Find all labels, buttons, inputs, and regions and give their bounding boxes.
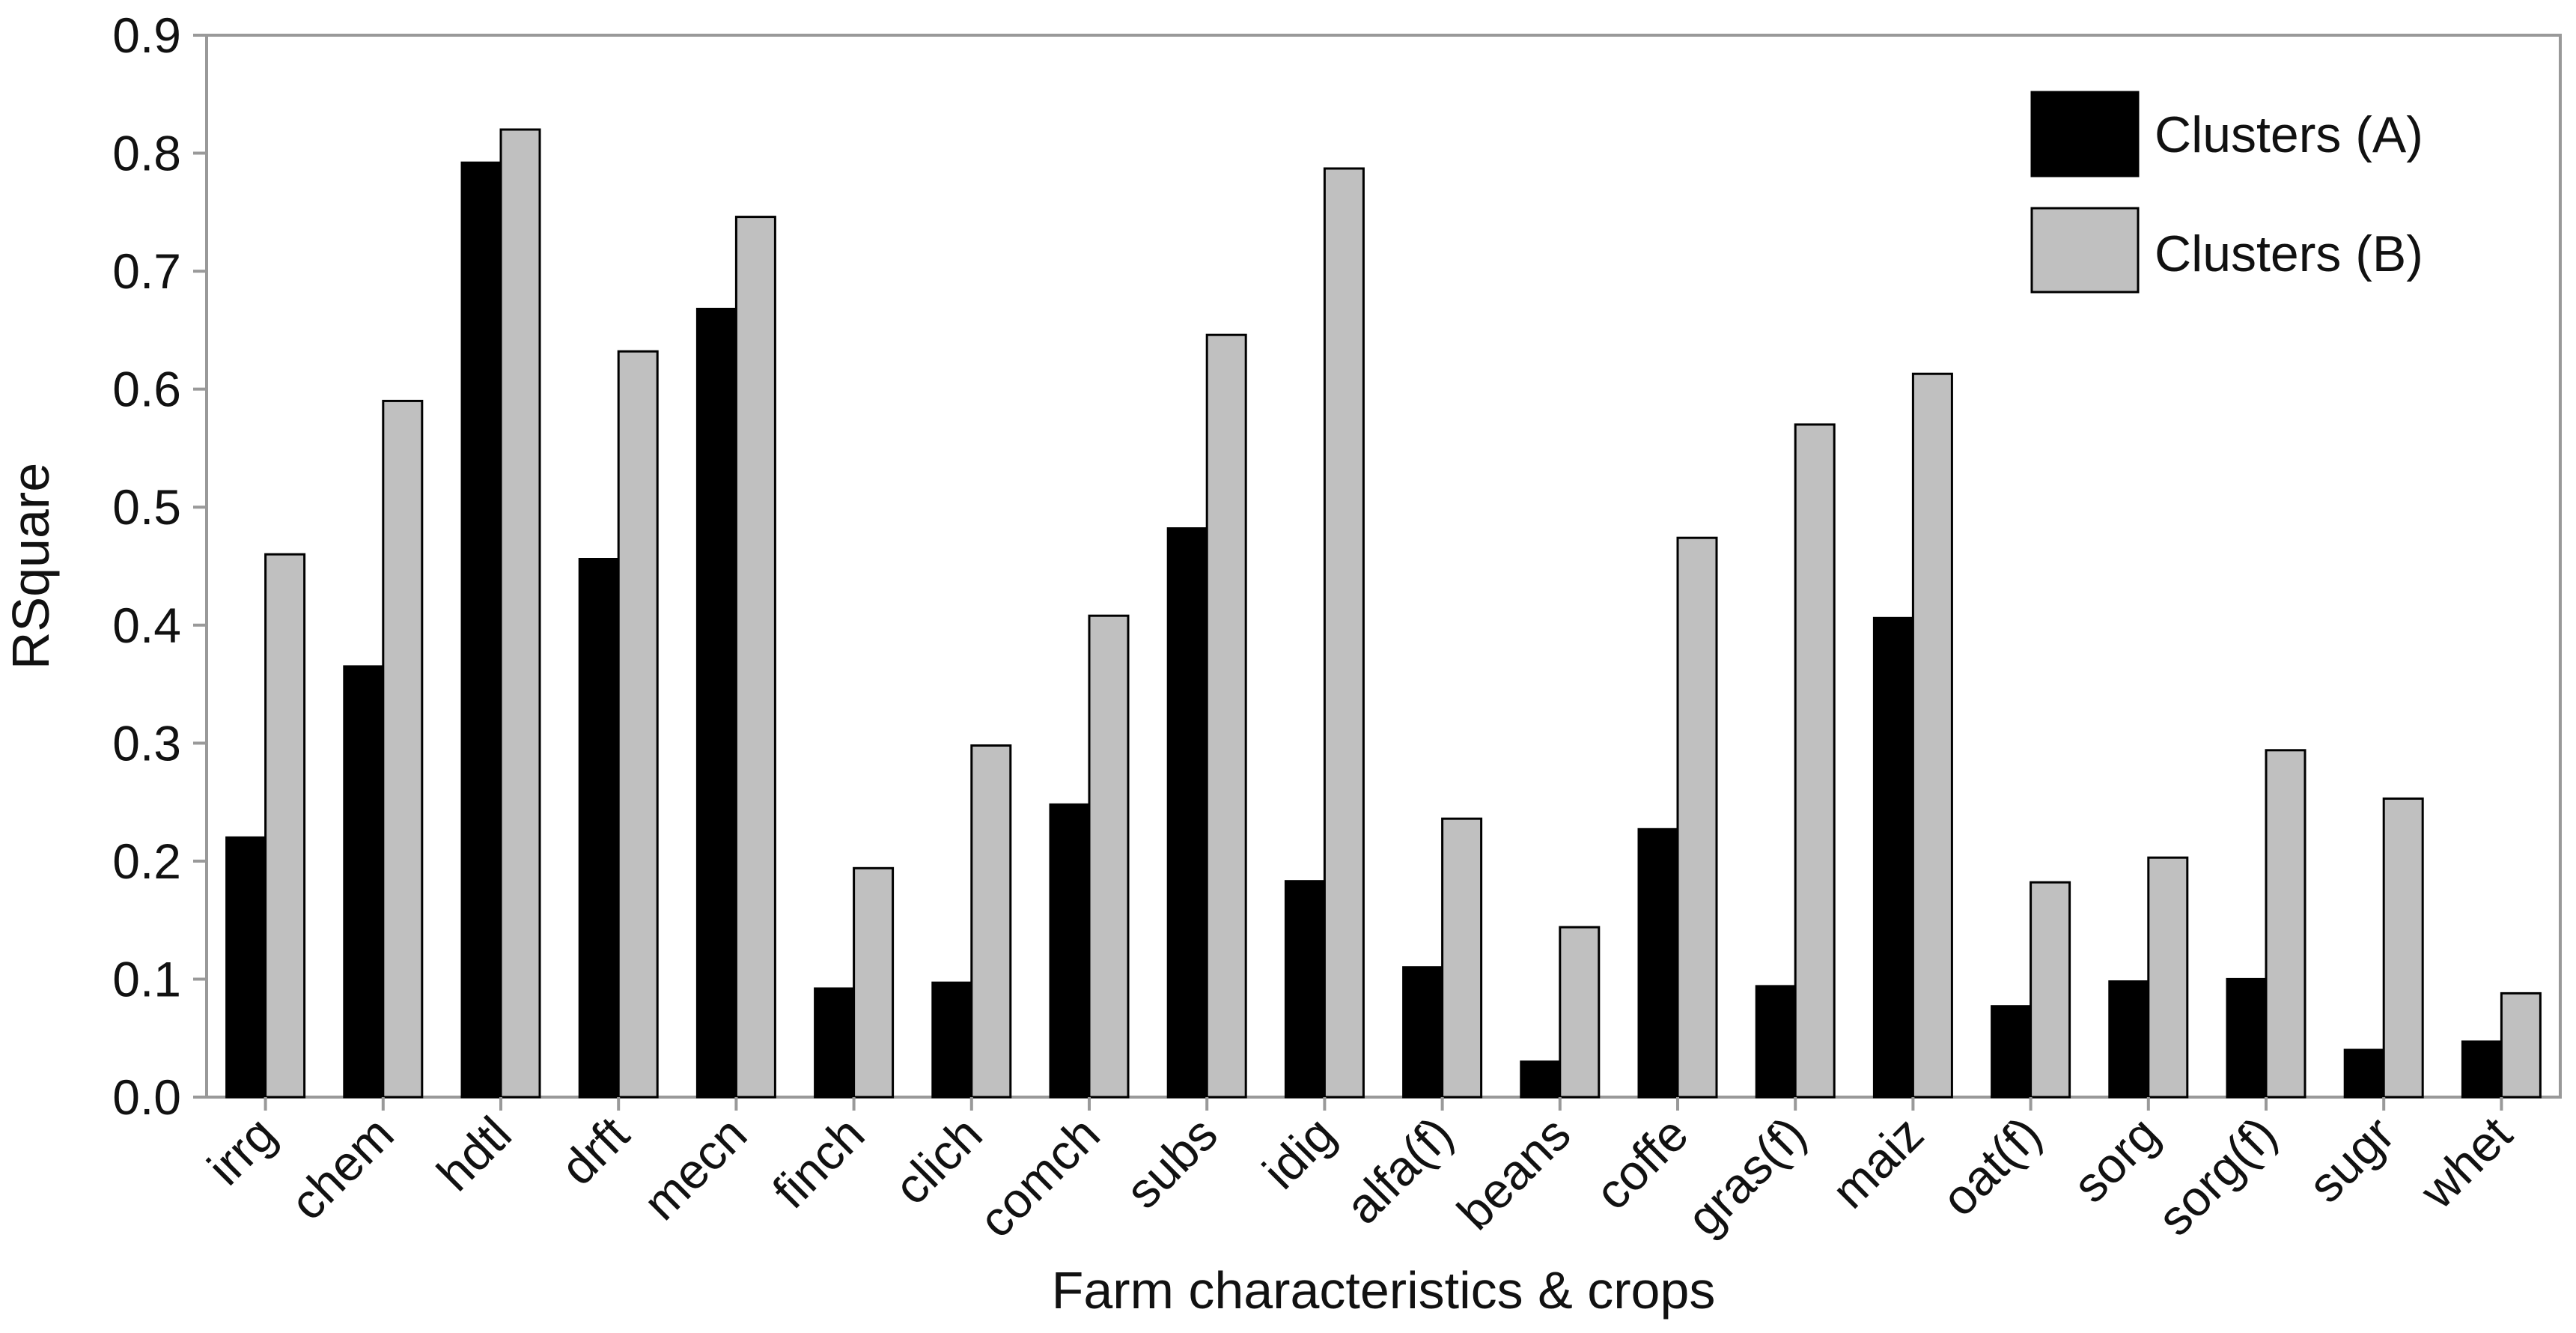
bar-clusters-b — [264, 553, 306, 1099]
bar-clusters-a — [1402, 966, 1444, 1099]
bar-clusters-a — [1637, 828, 1679, 1099]
bar-clusters-a — [578, 558, 620, 1099]
y-tick-label: 0.0 — [112, 1069, 181, 1125]
y-tick-label: 0.3 — [112, 715, 181, 771]
x-tick-label: comch — [968, 1106, 1110, 1248]
bar-clusters-b — [2500, 992, 2542, 1099]
bar-clusters-b — [2382, 797, 2424, 1099]
x-tick-label: subs — [1115, 1106, 1228, 1219]
bar-clusters-b — [499, 128, 541, 1099]
bar-clusters-a — [1872, 616, 1914, 1099]
x-tick-label: mecn — [633, 1106, 757, 1230]
x-tick-label: chem — [279, 1106, 404, 1230]
bar-clusters-b — [1911, 372, 1953, 1099]
bar-clusters-b — [1088, 614, 1130, 1099]
bar-clusters-a — [2461, 1040, 2503, 1099]
y-tick-label: 0.2 — [112, 833, 181, 889]
bar-clusters-b — [1205, 333, 1247, 1099]
bar-clusters-a — [225, 836, 267, 1099]
bars — [225, 128, 2542, 1099]
x-tick-label: sorg(f) — [2147, 1106, 2287, 1246]
bar-clusters-a — [814, 987, 856, 1099]
y-tick-label: 0.4 — [112, 598, 181, 653]
bar-clusters-b — [970, 744, 1012, 1099]
bar-clusters-a — [1991, 1005, 2033, 1099]
bar-clusters-b — [1559, 926, 1601, 1099]
x-tick-label: idig — [1252, 1106, 1345, 1200]
bar-clusters-a — [1755, 985, 1797, 1099]
x-tick-label: clich — [883, 1106, 993, 1215]
bar-clusters-a — [1049, 803, 1091, 1099]
bar-clusters-a — [1284, 880, 1326, 1099]
bar-clusters-b — [617, 350, 659, 1099]
legend-swatch-clusters-a — [2030, 91, 2140, 177]
bar-clusters-a — [2226, 977, 2268, 1099]
bar-clusters-b — [382, 399, 424, 1099]
y-axis: 0.0 0.1 0.2 0.3 0.4 0.5 0.6 0.7 0.8 0.9 — [112, 7, 207, 1125]
y-axis-label: RSquare — [1, 463, 60, 669]
bar-clusters-b — [1676, 536, 1718, 1099]
bar-clusters-a — [695, 308, 737, 1099]
bar-clusters-b — [1441, 817, 1483, 1099]
legend: Clusters (A) Clusters (B) — [2030, 91, 2423, 294]
x-tick-label: sorg — [2062, 1106, 2169, 1213]
x-tick-label: whet — [2409, 1106, 2523, 1220]
bar-clusters-a — [343, 665, 385, 1099]
x-tick-label: irrg — [197, 1106, 287, 1196]
bar-clusters-b — [2147, 856, 2189, 1099]
x-axis-label: Farm characteristics & crops — [1052, 1261, 1716, 1320]
x-tick-label: oat(f) — [1931, 1106, 2051, 1227]
bar-clusters-a — [931, 981, 973, 1099]
bar-clusters-a — [2108, 980, 2150, 1099]
bar-clusters-b — [2030, 881, 2071, 1099]
bar-clusters-a — [1520, 1060, 1562, 1099]
y-tick-label: 0.1 — [112, 951, 181, 1006]
y-tick-label: 0.5 — [112, 479, 181, 535]
y-tick-label: 0.9 — [112, 7, 181, 63]
y-tick-label: 0.8 — [112, 126, 181, 181]
bar-clusters-a — [2343, 1048, 2385, 1099]
y-tick-label: 0.6 — [112, 362, 181, 417]
x-tick-label: alfa(f) — [1335, 1106, 1464, 1235]
y-tick-label: 0.7 — [112, 243, 181, 299]
bar-clusters-a — [460, 161, 502, 1099]
bar-clusters-b — [2265, 749, 2306, 1099]
bar-clusters-b — [734, 216, 776, 1099]
legend-swatch-clusters-b — [2030, 207, 2140, 294]
legend-label-clusters-b: Clusters (B) — [2155, 225, 2423, 282]
x-tick-label: sugr — [2298, 1106, 2405, 1213]
x-tick-label: drft — [549, 1106, 639, 1196]
bar-clusters-b — [1794, 423, 1836, 1099]
x-tick-label: beans — [1446, 1106, 1580, 1240]
bar-clusters-a — [1166, 527, 1208, 1099]
x-tick-label: hdtl — [426, 1106, 522, 1202]
x-tick-label: gras(f) — [1676, 1106, 1816, 1246]
x-tick-label: finch — [762, 1106, 875, 1219]
bar-clusters-b — [1323, 167, 1365, 1099]
x-tick-label: maiz — [1821, 1106, 1934, 1219]
bar-clusters-b — [853, 866, 895, 1099]
legend-label-clusters-a: Clusters (A) — [2155, 106, 2423, 163]
plot-frame — [205, 34, 2562, 1099]
